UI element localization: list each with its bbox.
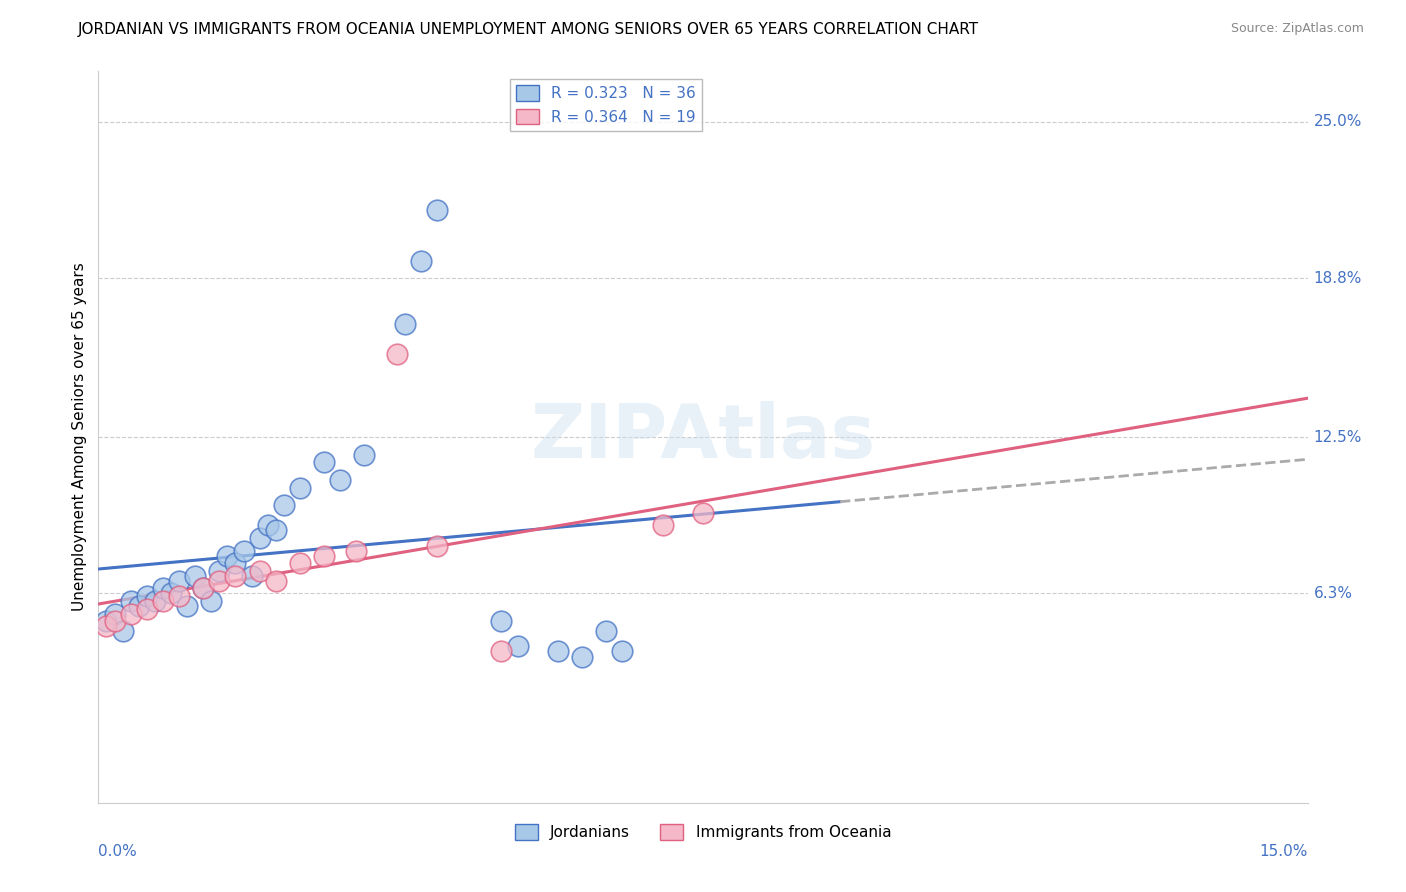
Point [135, 589, 157, 603]
Point [120, 594, 142, 608]
Point [224, 556, 246, 570]
Y-axis label: Unemployment Among Seniors over 65 years: Unemployment Among Seniors over 65 years [72, 263, 87, 611]
Point [344, 543, 367, 558]
Point [240, 569, 263, 583]
Point [96, 619, 118, 633]
Point [394, 317, 416, 331]
Point [143, 594, 166, 608]
Point [491, 614, 513, 628]
Text: 0.0%: 0.0% [98, 845, 138, 860]
Point [692, 506, 714, 520]
Point [273, 498, 295, 512]
Point [167, 574, 190, 588]
Point [184, 569, 207, 583]
Point [193, 582, 215, 596]
Point [256, 518, 278, 533]
Text: 6.3%: 6.3% [1313, 586, 1353, 601]
Text: ZIPAtlas: ZIPAtlas [530, 401, 876, 474]
Point [426, 203, 449, 218]
Point [353, 448, 375, 462]
Point [120, 607, 142, 621]
Point [385, 347, 408, 361]
Point [491, 644, 513, 658]
Point [208, 564, 231, 578]
Point [249, 564, 271, 578]
Point [232, 543, 254, 558]
Point [288, 481, 311, 495]
Point [176, 599, 198, 613]
Point [571, 649, 593, 664]
Point [208, 574, 231, 588]
Point [224, 569, 246, 583]
Point [193, 582, 215, 596]
Text: 12.5%: 12.5% [1313, 430, 1362, 444]
Point [264, 524, 287, 538]
Point [217, 549, 239, 563]
Point [651, 518, 673, 533]
Point [135, 601, 157, 615]
Point [167, 589, 190, 603]
Point [612, 644, 634, 658]
Point [426, 539, 449, 553]
Point [152, 582, 174, 596]
Point [288, 556, 311, 570]
Point [329, 473, 352, 487]
Point [103, 614, 125, 628]
Point [96, 614, 118, 628]
Point [249, 531, 271, 545]
Point [128, 599, 150, 613]
Text: Source: ZipAtlas.com: Source: ZipAtlas.com [1230, 22, 1364, 36]
Point [152, 594, 174, 608]
Point [547, 644, 569, 658]
Point [200, 594, 222, 608]
Point [409, 253, 432, 268]
Point [264, 574, 287, 588]
Point [595, 624, 617, 639]
Point [314, 455, 336, 469]
Point [103, 607, 125, 621]
Text: 15.0%: 15.0% [1260, 845, 1308, 860]
Text: 18.8%: 18.8% [1313, 270, 1362, 285]
Text: 25.0%: 25.0% [1313, 114, 1362, 129]
Text: JORDANIAN VS IMMIGRANTS FROM OCEANIA UNEMPLOYMENT AMONG SENIORS OVER 65 YEARS CO: JORDANIAN VS IMMIGRANTS FROM OCEANIA UNE… [77, 22, 979, 37]
Point [506, 640, 529, 654]
Point [111, 624, 134, 639]
Point [160, 586, 183, 600]
Legend: Jordanians, Immigrants from Oceania: Jordanians, Immigrants from Oceania [509, 818, 897, 847]
Point [314, 549, 336, 563]
